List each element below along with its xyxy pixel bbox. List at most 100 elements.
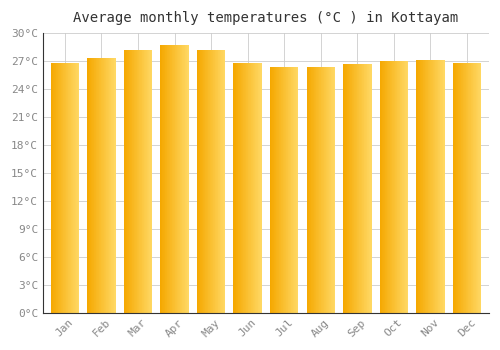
Bar [325, 67, 326, 313]
Bar [404, 61, 406, 313]
Bar [273, 67, 274, 313]
Bar [150, 50, 151, 313]
Bar [108, 58, 110, 313]
Bar [475, 63, 476, 313]
Bar [384, 61, 386, 313]
Bar [320, 67, 321, 313]
Bar [97, 58, 98, 313]
Title: Average monthly temperatures (°C ) in Kottayam: Average monthly temperatures (°C ) in Ko… [74, 11, 458, 25]
Bar [58, 63, 59, 313]
Bar [238, 63, 239, 313]
Bar [393, 61, 394, 313]
Bar [75, 63, 76, 313]
Bar [257, 63, 258, 313]
Bar [186, 46, 188, 313]
Bar [214, 50, 216, 313]
Bar [428, 60, 429, 313]
Bar [164, 46, 166, 313]
Bar [133, 50, 134, 313]
Bar [314, 67, 315, 313]
Bar [391, 61, 392, 313]
Bar [364, 64, 365, 313]
Bar [316, 67, 317, 313]
Bar [170, 46, 171, 313]
Bar [283, 67, 284, 313]
Bar [91, 58, 92, 313]
Bar [399, 61, 400, 313]
Bar [68, 63, 69, 313]
Bar [439, 60, 440, 313]
Bar [126, 50, 128, 313]
Bar [204, 50, 206, 313]
Bar [64, 63, 65, 313]
Bar [74, 63, 75, 313]
Bar [318, 67, 320, 313]
Bar [396, 61, 398, 313]
Bar [224, 50, 226, 313]
Bar [275, 67, 276, 313]
Bar [471, 63, 472, 313]
Bar [382, 61, 383, 313]
Bar [419, 60, 420, 313]
Bar [380, 61, 381, 313]
Bar [201, 50, 202, 313]
Bar [188, 46, 189, 313]
Bar [100, 58, 102, 313]
Bar [381, 61, 382, 313]
Bar [327, 67, 328, 313]
Bar [148, 50, 150, 313]
Bar [272, 67, 273, 313]
Bar [477, 63, 478, 313]
Bar [145, 50, 146, 313]
Bar [140, 50, 141, 313]
Bar [256, 63, 257, 313]
Bar [146, 50, 148, 313]
Bar [90, 58, 91, 313]
Bar [402, 61, 403, 313]
Bar [464, 63, 465, 313]
Bar [292, 67, 293, 313]
Bar [184, 46, 185, 313]
Bar [208, 50, 209, 313]
Bar [324, 67, 325, 313]
Bar [240, 63, 241, 313]
Bar [174, 46, 176, 313]
Bar [430, 60, 431, 313]
Bar [56, 63, 57, 313]
Bar [250, 63, 251, 313]
Bar [198, 50, 199, 313]
Bar [258, 63, 259, 313]
Bar [136, 50, 138, 313]
Bar [284, 67, 285, 313]
Bar [50, 63, 51, 313]
Bar [202, 50, 203, 313]
Bar [244, 63, 245, 313]
Bar [437, 60, 438, 313]
Bar [441, 60, 442, 313]
Bar [88, 58, 90, 313]
Bar [176, 46, 178, 313]
Bar [363, 64, 364, 313]
Bar [113, 58, 114, 313]
Bar [66, 63, 67, 313]
Bar [296, 67, 297, 313]
Bar [55, 63, 56, 313]
Bar [178, 46, 179, 313]
Bar [456, 63, 457, 313]
Bar [166, 46, 168, 313]
Bar [348, 64, 349, 313]
Bar [278, 67, 279, 313]
Bar [406, 61, 408, 313]
Bar [356, 64, 358, 313]
Bar [171, 46, 172, 313]
Bar [355, 64, 356, 313]
Bar [72, 63, 74, 313]
Bar [424, 60, 426, 313]
Bar [328, 67, 330, 313]
Bar [207, 50, 208, 313]
Bar [362, 64, 363, 313]
Bar [168, 46, 169, 313]
Bar [98, 58, 100, 313]
Bar [241, 63, 242, 313]
Bar [371, 64, 372, 313]
